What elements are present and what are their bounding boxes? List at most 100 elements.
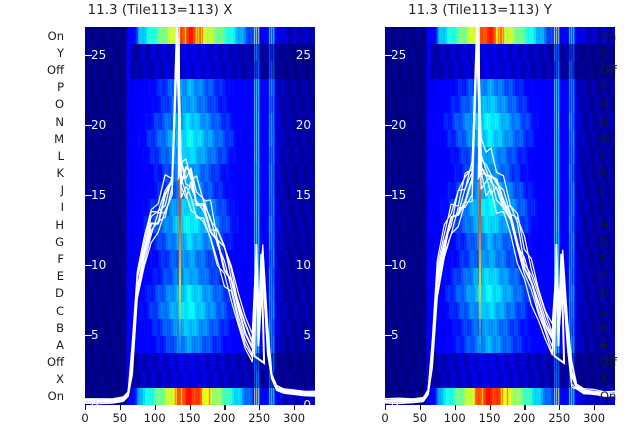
dipole-label-a-18: A xyxy=(56,337,64,352)
trace-line xyxy=(385,32,615,404)
x-tick-label-50: 50 xyxy=(112,411,128,425)
heatmap-row-k-8 xyxy=(385,164,615,183)
dipole-label-on-0: On xyxy=(47,28,64,43)
trace-line xyxy=(85,27,315,400)
x-tick-label-200: 200 xyxy=(513,411,536,425)
y-tick-mark xyxy=(85,195,92,197)
heatmap-row-off-2 xyxy=(85,61,315,80)
x-tick-mark xyxy=(154,405,156,410)
x-tick-mark xyxy=(224,405,226,410)
dipole-label-on-21: On xyxy=(600,389,617,404)
x-tick-label-150: 150 xyxy=(178,411,201,425)
x-tick-mark xyxy=(85,405,87,410)
x-tick-mark xyxy=(559,405,561,410)
dipole-label-k-8: K xyxy=(600,166,608,181)
dipole-label-on-21: On xyxy=(47,389,64,404)
panel-y: 11.3 (Tile113=113) Y 0 5 10 15 20 25 xyxy=(320,0,640,440)
heatmap-row-h-11 xyxy=(85,216,315,234)
heatmap-row-m-6 xyxy=(85,130,315,148)
dipole-label-off-2: Off xyxy=(600,62,617,77)
x-tick-mark xyxy=(489,405,491,410)
dipole-label-g-12: G xyxy=(55,234,64,249)
dipole-label-c-16: C xyxy=(55,303,64,318)
heatmap-row-p-3 xyxy=(85,78,315,97)
heatmap-row-p-3 xyxy=(385,78,615,97)
dipole-labels-left: On Y Off P O N M L K J I H G F E D C B A Off X On xyxy=(18,27,64,405)
dipole-label-off-19: Off xyxy=(47,355,64,370)
x-tick-mark xyxy=(454,405,456,410)
heatmap-row-x-20 xyxy=(385,370,615,389)
x-tick-mark xyxy=(594,405,596,410)
heatmap-row-i-10 xyxy=(85,198,315,217)
y-tick-label-10: 10 xyxy=(91,258,107,272)
heatmap-row-i-10 xyxy=(385,198,615,217)
heatmap-row-y-1 xyxy=(85,44,315,62)
panel-x-title: 11.3 (Tile113=113) X xyxy=(87,2,233,18)
x-tick-label-150: 150 xyxy=(478,411,501,425)
x-tick-mark xyxy=(294,405,296,410)
dipole-label-n-5: N xyxy=(55,114,64,129)
dipole-label-b-17: B xyxy=(56,320,64,335)
dipole-label-e-14: E xyxy=(56,269,64,284)
heatmap-row-n-5 xyxy=(85,112,315,131)
y-tick-mark xyxy=(85,125,92,127)
y-tick-mark xyxy=(85,265,92,267)
dipole-label-o-4: O xyxy=(54,97,64,112)
trace-spike-secondary xyxy=(553,243,566,365)
dipole-label-d-15: D xyxy=(55,286,64,301)
heatmap-x[interactable]: 0 0 5 5 10 10 15 15 20 20 25 25 xyxy=(85,27,315,405)
trace-line xyxy=(385,30,615,402)
y-tick-label-10: 10 xyxy=(391,258,407,272)
dipole-labels-right: On Y Off P O N M L K J I H G F E D C B A Off X On xyxy=(600,27,640,405)
y-tick-mark xyxy=(85,335,92,337)
y-tick-label-right-10: 10 xyxy=(295,258,311,272)
y-tick-label-right-25: 25 xyxy=(295,48,311,62)
y-tick-label-0: 0 xyxy=(391,398,399,405)
x-tick-mark xyxy=(524,405,526,410)
heatmap-row-h-11 xyxy=(385,216,615,234)
y-tick-label-right-5: 5 xyxy=(303,328,311,342)
dipole-label-on-0: On xyxy=(600,28,617,43)
dipole-label-a-18: A xyxy=(600,337,608,352)
amplitude-trace xyxy=(385,27,615,405)
heatmap-row-x-20 xyxy=(85,370,315,389)
x-tick-mark xyxy=(419,405,422,410)
dipole-label-m-6: M xyxy=(54,131,64,146)
dipole-label-x-20: X xyxy=(56,372,64,387)
trace-line xyxy=(85,47,315,403)
dipole-label-h-11: H xyxy=(600,217,609,232)
heatmap-y[interactable]: 0 5 10 15 20 25 xyxy=(385,27,615,405)
y-tick-mark xyxy=(385,195,392,197)
dipole-label-f-13: F xyxy=(57,251,64,266)
dipole-label-c-16: C xyxy=(600,303,609,318)
trace-spike-secondary xyxy=(253,243,266,365)
y-tick-mark xyxy=(385,335,392,337)
dipole-label-off-19: Off xyxy=(600,355,617,370)
dipole-label-off-2: Off xyxy=(47,62,64,77)
trace-line xyxy=(385,27,615,400)
y-tick-label-0: 0 xyxy=(91,398,99,405)
dipole-label-d-15: D xyxy=(600,286,609,301)
panel-y-title: 11.3 (Tile113=113) Y xyxy=(408,2,552,18)
y-tick-label-25: 25 xyxy=(391,48,407,62)
dipole-label-m-6: M xyxy=(600,131,610,146)
dipole-label-k-8: K xyxy=(56,166,64,181)
x-tick-label-0: 0 xyxy=(381,411,389,425)
heatmap-row-m-6 xyxy=(385,130,615,148)
heatmap-row-on-0 xyxy=(85,27,315,45)
y-tick-mark xyxy=(385,265,392,267)
x-tick-mark xyxy=(259,405,261,410)
x-tick-label-300: 300 xyxy=(583,411,606,425)
x-tick-label-200: 200 xyxy=(213,411,236,425)
x-tick-label-300: 300 xyxy=(283,411,306,425)
heatmap-row-o-4 xyxy=(85,95,315,114)
heatmap-row-on-0 xyxy=(385,27,615,45)
y-tick-label-15: 15 xyxy=(91,188,107,202)
trace-line xyxy=(385,41,615,403)
x-tick-label-100: 100 xyxy=(443,411,466,425)
dipole-label-i-10: I xyxy=(60,200,64,215)
rfi-streak xyxy=(179,78,182,354)
heatmap-row-off-2 xyxy=(385,61,615,80)
trace-line xyxy=(385,46,615,405)
